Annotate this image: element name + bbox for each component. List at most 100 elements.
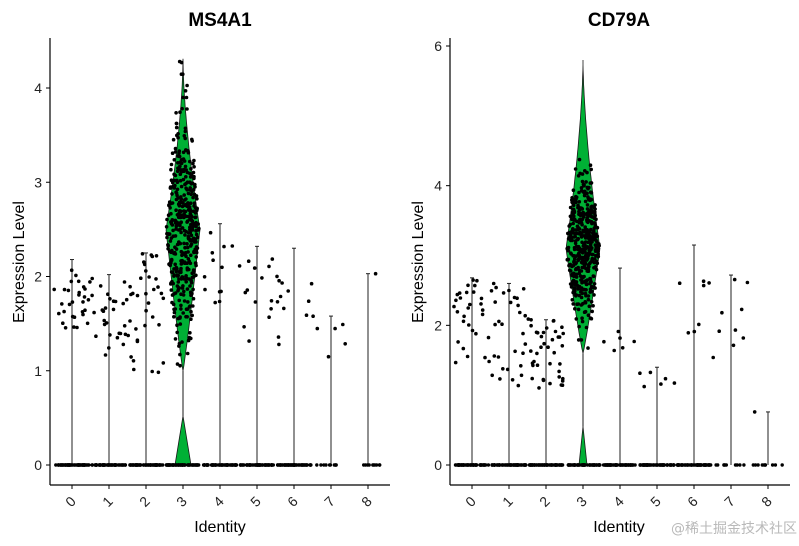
data-point	[183, 209, 188, 214]
data-point	[618, 463, 622, 467]
data-point	[539, 345, 543, 350]
data-point	[190, 275, 195, 280]
data-point	[699, 463, 703, 467]
data-point	[194, 207, 199, 211]
data-point	[464, 290, 469, 295]
data-point	[487, 359, 491, 364]
data-point	[753, 463, 758, 467]
data-point	[177, 298, 181, 303]
data-point	[576, 244, 581, 249]
data-point	[195, 235, 200, 240]
data-point	[579, 287, 583, 292]
data-point	[579, 269, 584, 273]
data-point	[519, 373, 524, 378]
data-point	[177, 286, 181, 290]
data-point	[596, 246, 600, 251]
data-point	[85, 321, 90, 326]
data-point	[169, 463, 173, 467]
data-point	[738, 463, 742, 467]
x-tick-label: 3	[573, 493, 590, 510]
data-point	[210, 251, 215, 255]
data-point	[197, 463, 201, 467]
data-point	[566, 237, 571, 241]
data-point	[311, 314, 315, 319]
data-point	[702, 463, 707, 467]
violin-cluster-4	[601, 267, 637, 467]
data-point	[173, 234, 178, 238]
data-point	[184, 175, 188, 179]
data-point	[122, 280, 127, 284]
data-point	[280, 281, 284, 285]
data-point	[172, 315, 176, 319]
data-point	[189, 242, 194, 247]
data-point	[707, 281, 711, 285]
data-point	[189, 309, 193, 314]
data-point	[181, 311, 185, 315]
data-point	[577, 271, 581, 276]
data-point	[588, 198, 593, 202]
data-point	[523, 463, 528, 467]
data-point	[580, 278, 584, 283]
data-point	[85, 463, 89, 467]
data-point	[592, 282, 597, 286]
data-point	[471, 278, 475, 282]
data-point	[551, 319, 556, 323]
data-point	[172, 274, 176, 278]
data-point	[192, 270, 196, 275]
data-point	[315, 326, 320, 331]
data-point	[373, 271, 378, 276]
data-point	[588, 277, 593, 281]
data-point	[541, 330, 546, 335]
violin-cluster-1	[90, 274, 129, 467]
data-point	[172, 292, 176, 296]
data-point	[182, 289, 186, 294]
data-point	[501, 291, 506, 295]
data-point	[529, 349, 533, 353]
data-point	[67, 463, 72, 467]
data-point	[590, 221, 594, 226]
data-point	[256, 463, 260, 467]
data-point	[717, 329, 721, 334]
data-point	[580, 222, 584, 227]
data-point	[202, 275, 207, 279]
data-point	[67, 302, 72, 307]
data-point	[77, 293, 81, 297]
data-point	[454, 298, 458, 303]
data-point	[638, 371, 642, 376]
data-point	[77, 463, 81, 467]
data-point	[183, 126, 188, 131]
data-point	[185, 276, 189, 281]
data-point	[183, 89, 188, 93]
data-point	[62, 287, 67, 292]
data-point	[243, 290, 248, 295]
data-point	[186, 150, 191, 155]
data-point	[482, 463, 487, 467]
data-point	[498, 377, 502, 381]
data-point	[586, 267, 591, 272]
data-point	[580, 316, 584, 321]
data-point	[181, 150, 186, 155]
data-point	[146, 463, 150, 467]
data-point	[169, 288, 174, 292]
data-point	[592, 293, 596, 297]
data-point	[461, 346, 466, 351]
data-point	[695, 463, 700, 467]
data-point	[282, 463, 286, 467]
data-point	[191, 161, 195, 166]
data-point	[577, 220, 582, 225]
data-point	[589, 316, 594, 321]
data-point	[128, 319, 132, 323]
data-point	[180, 204, 185, 209]
data-point	[577, 209, 581, 214]
data-point	[461, 463, 466, 467]
data-point	[251, 463, 255, 467]
data-point	[570, 217, 575, 221]
x-axis-label: Identity	[593, 519, 645, 536]
x-axis-label: Identity	[194, 519, 246, 536]
data-point	[328, 463, 333, 467]
data-point	[294, 463, 299, 467]
y-axis-label: Expression Level	[410, 201, 427, 323]
data-point	[168, 263, 172, 268]
data-point	[583, 189, 587, 194]
data-point	[587, 304, 592, 309]
